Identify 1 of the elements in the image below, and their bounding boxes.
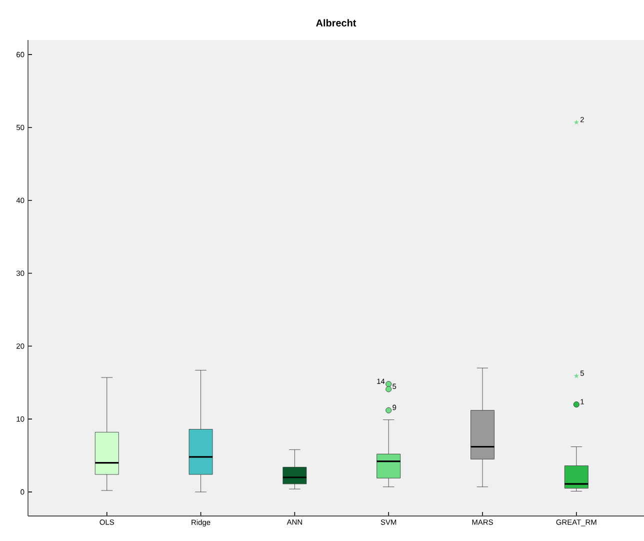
chart-title: Albrecht <box>316 19 356 26</box>
